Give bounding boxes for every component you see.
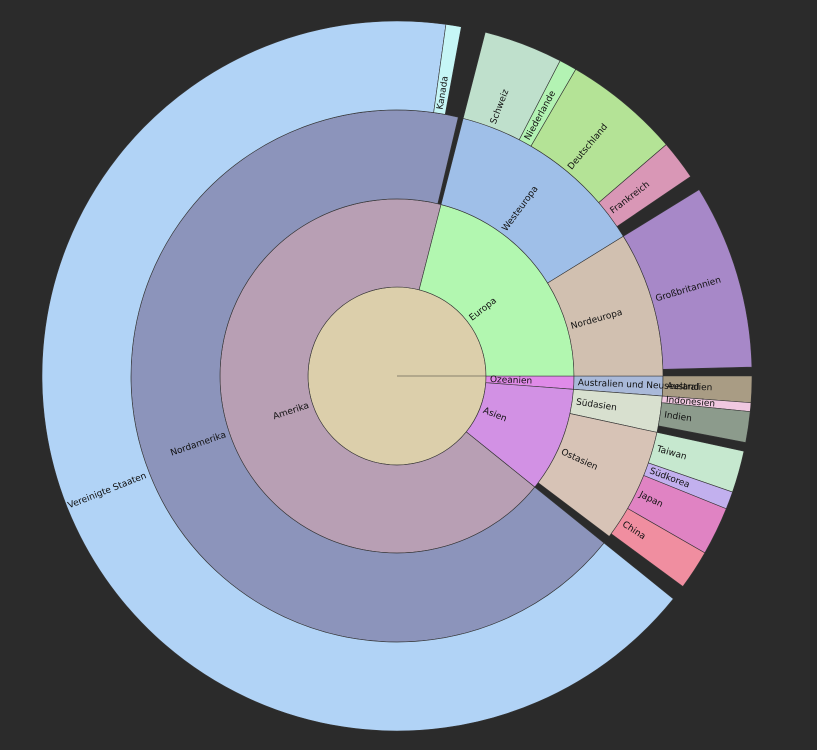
segment-label: Australien: [667, 382, 713, 394]
segment: [657, 402, 751, 443]
segment-label: Australien und Neuseeland: [578, 378, 700, 393]
segment-label: Ozeanien: [490, 375, 533, 387]
segment: [610, 508, 706, 587]
segment: [622, 189, 753, 370]
segment-label: Indonesien: [665, 395, 715, 409]
segment-label: Indien: [663, 410, 692, 424]
segment: [41, 20, 674, 732]
segment: [598, 144, 692, 227]
segment: [433, 24, 462, 115]
